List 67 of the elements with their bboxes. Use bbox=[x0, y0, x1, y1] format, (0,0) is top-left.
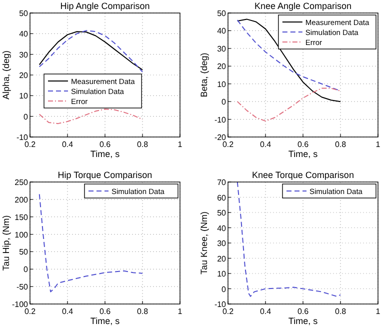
x-tick-label: 0.4 bbox=[260, 307, 272, 316]
x-tick-label: 0.2 bbox=[24, 307, 36, 316]
x-tick-label: 0.4 bbox=[260, 140, 272, 149]
chart-title: Knee Torque Comparison bbox=[252, 170, 354, 180]
y-tick-label: 40 bbox=[19, 30, 29, 39]
y-tick-label: -50 bbox=[16, 282, 29, 292]
y-tick-label: -10 bbox=[214, 300, 227, 309]
x-axis-title: Time, s bbox=[90, 316, 120, 326]
y-axis-title: Beta, (deg) bbox=[199, 52, 209, 98]
x-axis-title: Time, s bbox=[90, 149, 120, 159]
x-tick-label: 0.8 bbox=[334, 307, 347, 316]
y-tick-label: -10 bbox=[214, 115, 227, 124]
x-tick-label: 0.4 bbox=[62, 140, 74, 149]
chart-title: Knee Angle Comparison bbox=[254, 1, 352, 11]
x-tick-label: 0.2 bbox=[222, 140, 234, 149]
y-tick-label: 20 bbox=[217, 254, 227, 264]
x-tick-label: 0.8 bbox=[136, 140, 149, 149]
y-tick-label: 70 bbox=[217, 178, 227, 187]
y-tick-label: 0 bbox=[222, 284, 227, 294]
y-tick-label: 50 bbox=[19, 9, 29, 18]
line-series bbox=[236, 88, 341, 122]
y-tick-label: 40 bbox=[217, 26, 227, 36]
x-tick-label: 0.2 bbox=[222, 307, 234, 316]
x-tick-label: 0.6 bbox=[99, 140, 112, 149]
x-tick-label: 0.6 bbox=[99, 307, 112, 316]
y-tick-label: 0 bbox=[222, 98, 227, 107]
x-axis-title: Time, s bbox=[288, 316, 318, 326]
y-tick-label: 250 bbox=[14, 178, 29, 187]
y-tick-label: 20 bbox=[217, 62, 227, 72]
y-tick-label: 40 bbox=[217, 224, 227, 233]
x-tick-label: 0.2 bbox=[24, 140, 36, 149]
y-axis-title: Alpha, (deg) bbox=[1, 50, 11, 100]
y-tick-label: 60 bbox=[217, 193, 227, 202]
y-tick-label: 20 bbox=[19, 71, 29, 80]
y-tick-label: 100 bbox=[14, 230, 29, 240]
line-series bbox=[38, 194, 143, 292]
x-tick-label: 0.8 bbox=[334, 140, 347, 149]
x-tick-label: 1 bbox=[376, 307, 381, 316]
y-tick-label: 30 bbox=[217, 44, 227, 54]
chart-title: Hip Angle Comparison bbox=[60, 1, 150, 11]
y-tick-label: 150 bbox=[14, 212, 29, 222]
y-tick-label: -100 bbox=[12, 300, 29, 309]
x-tick-label: 0.8 bbox=[136, 307, 149, 316]
chart-title: Hip Torque Comparison bbox=[58, 170, 152, 180]
y-tick-label: -10 bbox=[16, 133, 29, 142]
x-tick-label: 1 bbox=[178, 140, 183, 149]
x-axis-title: Time, s bbox=[288, 149, 318, 159]
y-tick-label: 50 bbox=[217, 9, 227, 18]
y-tick-label: 0 bbox=[24, 265, 29, 274]
x-tick-label: 0.4 bbox=[62, 307, 74, 316]
x-tick-label: 1 bbox=[376, 140, 381, 149]
y-tick-label: 50 bbox=[19, 248, 29, 257]
y-tick-label: 10 bbox=[217, 80, 227, 89]
x-tick-label: 0.6 bbox=[297, 140, 310, 149]
y-axis-title: Tau Knee, (Nm) bbox=[199, 211, 209, 275]
y-tick-label: 10 bbox=[19, 92, 29, 101]
y-tick-label: 200 bbox=[14, 195, 29, 204]
y-tick-label: 10 bbox=[217, 270, 227, 278]
x-tick-label: 1 bbox=[178, 307, 183, 316]
y-tick-label: 50 bbox=[217, 208, 227, 218]
y-tick-label: -20 bbox=[214, 133, 227, 142]
y-tick-label: 30 bbox=[217, 239, 227, 248]
x-tick-label: 0.6 bbox=[297, 307, 310, 316]
y-tick-label: 30 bbox=[19, 50, 29, 60]
y-tick-label: 0 bbox=[24, 112, 29, 122]
line-series bbox=[38, 108, 143, 124]
y-axis-title: Tau Hip, (Nm) bbox=[1, 215, 11, 271]
